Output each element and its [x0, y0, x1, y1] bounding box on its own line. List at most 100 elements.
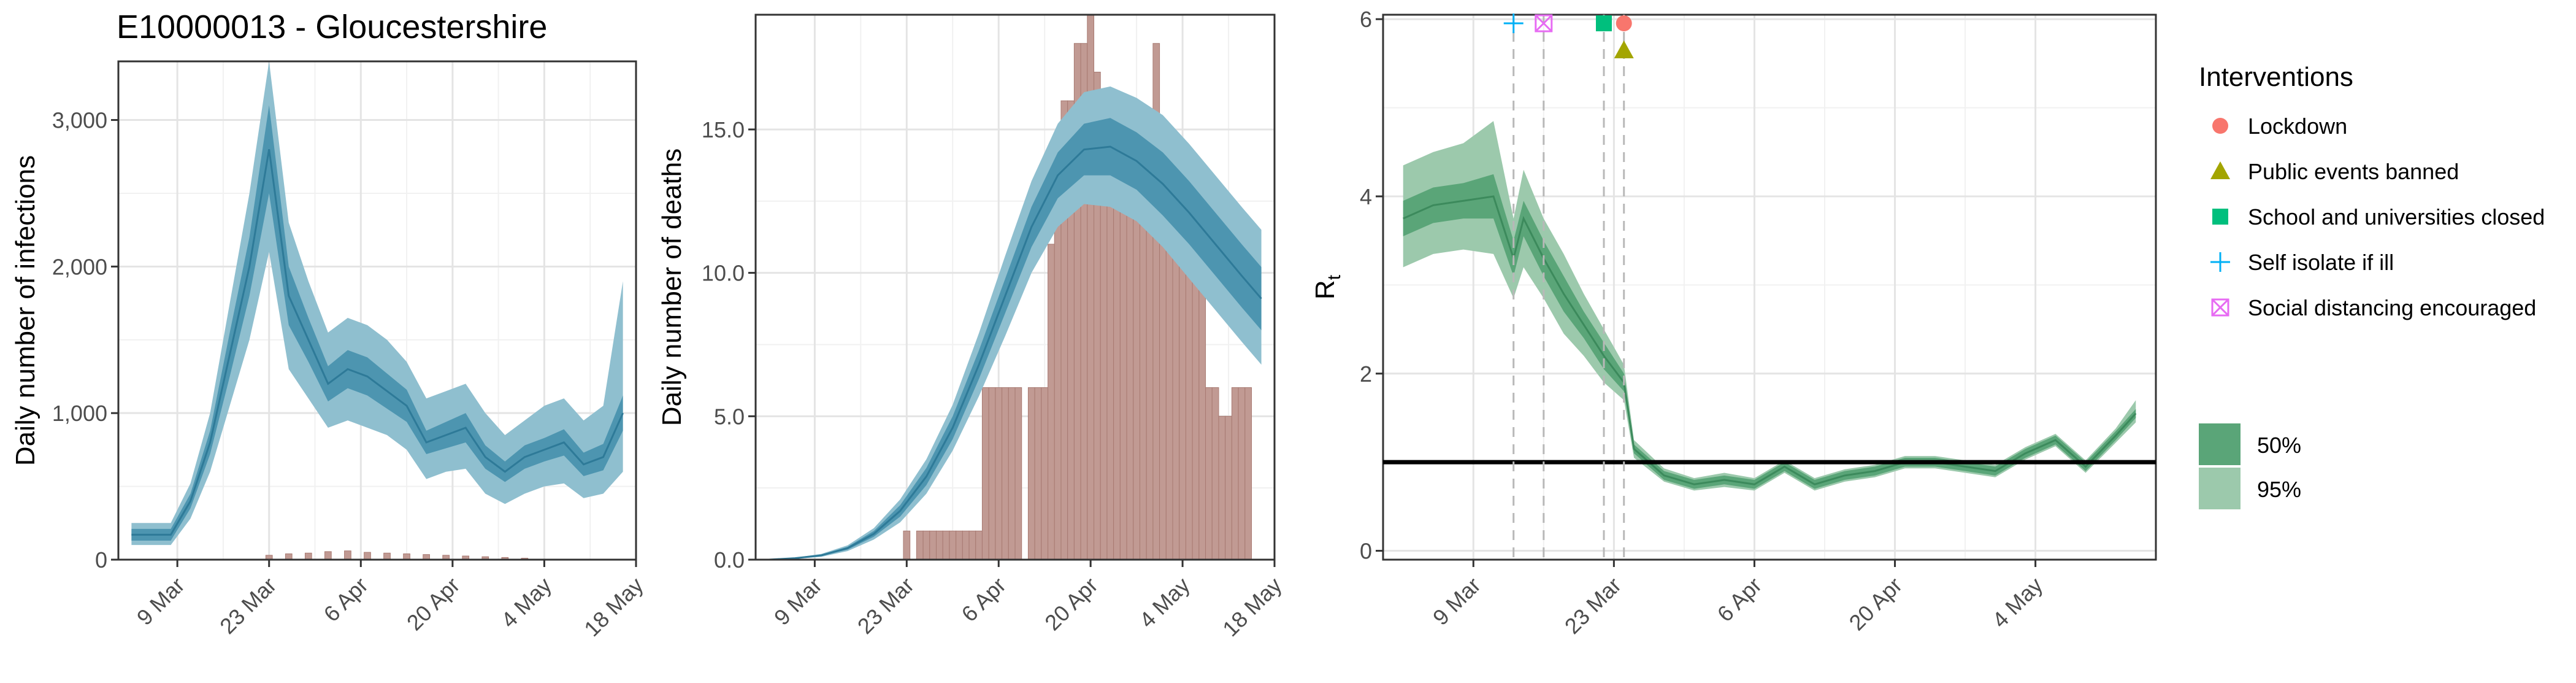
observed-bar — [916, 530, 924, 560]
observed-bar — [922, 530, 930, 560]
observed-bar — [364, 552, 371, 560]
x-tick-label: 4 May — [496, 573, 556, 633]
observed-bar — [1027, 387, 1035, 560]
legend-key-triangle — [2210, 161, 2230, 179]
x-tick-label: 20 Apr — [402, 573, 465, 636]
x-tick-label: 23 Mar — [215, 573, 281, 639]
y-tick-label: 3,000 — [52, 108, 107, 133]
observed-bar — [344, 550, 351, 560]
observed-bar — [304, 552, 312, 560]
observed-bar — [1041, 387, 1049, 560]
legend-item-label: Social distancing encouraged — [2248, 295, 2536, 320]
intervention-marker — [1535, 14, 1553, 33]
panel-border — [117, 60, 637, 561]
observed-bar — [962, 530, 970, 560]
rt-panel: 0 2 4 6 9 Mar 23 Mar 6 Apr 20 Apr 4 May Rt — [1310, 7, 2157, 639]
y-tick-label: 0.0 — [714, 547, 745, 573]
plot-area — [1403, 121, 2137, 491]
y-tick-label: 0 — [1360, 539, 1372, 564]
y-tick-label: 1,000 — [52, 401, 107, 426]
x-tick-label: 6 Apr — [956, 573, 1010, 627]
legend-title: Interventions — [2199, 62, 2353, 92]
observed-bar — [1014, 387, 1022, 560]
observed-bar — [968, 530, 976, 560]
observed-bar — [403, 553, 410, 560]
x-tick-label: 20 Apr — [1844, 573, 1907, 636]
x-tick-label: 20 Apr — [1040, 573, 1103, 636]
median-line — [769, 145, 1262, 560]
plot-area — [131, 61, 624, 560]
y-axis-label-subscript: t — [1324, 274, 1344, 280]
y-axis-label: Rt — [1310, 274, 1344, 299]
x-tick-label: 18 May — [579, 573, 648, 641]
observed-bar — [1238, 387, 1246, 560]
legend-key-square — [2212, 209, 2228, 225]
y-tick-label: 6 — [1360, 7, 1372, 32]
observed-bar — [501, 557, 509, 560]
x-tick-label: 23 Mar — [853, 573, 919, 639]
figure-title: E10000013 - Gloucestershire — [117, 9, 547, 45]
legend-item-label: Public events banned — [2248, 159, 2459, 184]
infections-panel: 0 1,000 2,000 3,000 9 Mar 23 Mar 6 Apr 20 Apr 4 … — [10, 60, 648, 641]
x-tick-label: 9 Mar — [132, 573, 190, 630]
x-tick-label: 9 Mar — [1428, 573, 1485, 630]
legend-key-plus — [2210, 252, 2230, 272]
legend-key-boxx — [2211, 298, 2229, 317]
observed-bar — [1034, 387, 1042, 560]
y-tick-label: 15.0 — [702, 117, 745, 142]
observed-bar — [1218, 415, 1226, 560]
observed-bar — [975, 530, 983, 560]
ci95-band — [131, 61, 623, 546]
observed-bar — [1008, 387, 1016, 560]
observed-bar — [929, 530, 937, 560]
legend-item-label: Lockdown — [2248, 114, 2347, 139]
y-tick-label: 0 — [95, 547, 107, 573]
observed-bar — [995, 387, 1003, 560]
x-tick-label: 18 May — [1217, 573, 1286, 641]
panel-border — [754, 14, 1276, 561]
observed-bar — [1244, 387, 1252, 560]
ci50-band — [131, 105, 623, 541]
legend-item-label: Self isolate if ill — [2248, 250, 2394, 275]
x-tick-label: 6 Apr — [1712, 573, 1766, 627]
observed-bar — [1165, 215, 1173, 560]
legend: Interventions Lockdown Public events banne… — [2199, 62, 2545, 509]
observed-bar — [949, 530, 957, 560]
observed-bar — [903, 530, 911, 560]
observed-bar — [1002, 387, 1009, 560]
median-line — [1403, 195, 2137, 485]
intervention-marker — [1614, 41, 1634, 58]
observed-bar — [988, 387, 996, 560]
y-tick-label: 2 — [1360, 361, 1372, 387]
ci95-band — [769, 86, 1262, 560]
intervention-marker — [1503, 14, 1524, 33]
observed-bar — [285, 553, 293, 560]
y-tick-label: 4 — [1360, 184, 1372, 209]
y-axis-label: Daily number of deaths — [657, 149, 687, 426]
observed-bar — [1211, 387, 1219, 560]
y-axis-label: Daily number of infections — [10, 155, 40, 466]
panel-border — [1382, 14, 2157, 561]
observed-bar — [935, 530, 943, 560]
observed-bar — [942, 530, 950, 560]
deaths-panel: 0.0 5.0 10.0 15.0 9 Mar 23 Mar 6 Apr 20 Apr 4 Ma… — [657, 14, 1287, 641]
intervention-marker — [1596, 15, 1612, 31]
y-tick-label: 10.0 — [702, 261, 745, 286]
ci50-band — [1403, 174, 2136, 489]
x-tick-label: 4 May — [1134, 573, 1194, 633]
observed-bar — [981, 387, 989, 560]
observed-bar — [1205, 387, 1213, 560]
x-tick-label: 4 May — [1987, 573, 2047, 633]
y-tick-label: 2,000 — [52, 254, 107, 279]
x-tick-label: 6 Apr — [319, 573, 373, 627]
intervention-marker — [1616, 15, 1632, 31]
observed-bar — [383, 552, 391, 560]
observed-bar — [956, 530, 963, 560]
observed-bar — [462, 555, 470, 560]
legend-ci-swatch — [2199, 423, 2241, 465]
legend-item-label: School and universities closed — [2248, 204, 2545, 230]
x-tick-label: 9 Mar — [769, 573, 827, 630]
legend-ci-label: 50% — [2257, 433, 2301, 458]
observed-bar — [1172, 215, 1180, 560]
